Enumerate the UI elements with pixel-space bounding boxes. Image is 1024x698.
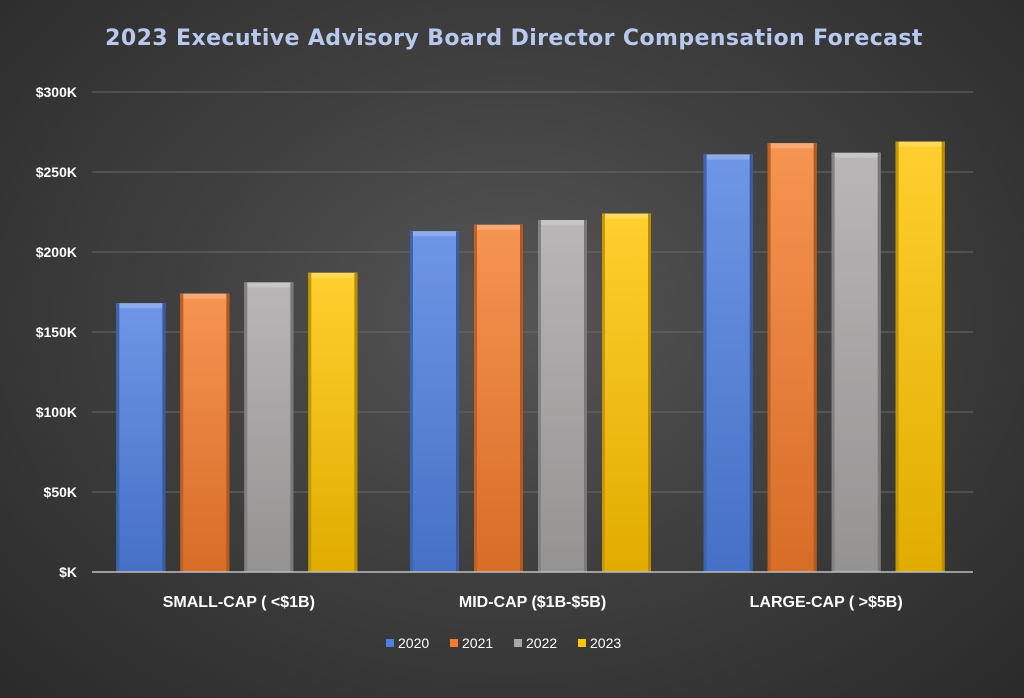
- bar-body: [410, 231, 459, 572]
- y-tick-label: $150K: [36, 324, 77, 340]
- bar-left-bevel: [116, 303, 120, 572]
- x-axis-category-labels: SMALL-CAP ( <$1B) MID-CAP ($1B-$5B) LARGE-…: [163, 594, 903, 611]
- y-tick-label: $250K: [36, 164, 77, 180]
- bar-2022: [538, 220, 587, 572]
- y-tick-label: $100K: [36, 404, 77, 420]
- bar-left-bevel: [831, 152, 835, 573]
- legend-item-2021: 2021: [450, 635, 493, 651]
- bar-right-bevel: [456, 231, 459, 572]
- bar-right-bevel: [813, 143, 817, 572]
- bar-2023: [602, 213, 651, 572]
- bar-left-bevel: [474, 224, 477, 573]
- bar-2021: [180, 293, 230, 572]
- legend-swatch: [450, 639, 458, 647]
- bar-body: [474, 224, 523, 573]
- bar-top-bevel: [703, 154, 753, 160]
- bar-top-bevel: [180, 293, 230, 299]
- bar-2020: [410, 231, 459, 572]
- y-tick-label: $200K: [36, 244, 77, 260]
- bar-right-bevel: [648, 213, 651, 572]
- bar-top-bevel: [116, 303, 166, 309]
- bar-body: [116, 303, 166, 572]
- bar-right-bevel: [520, 224, 523, 573]
- legend-item-2022: 2022: [514, 635, 557, 651]
- legend-label: 2022: [526, 635, 557, 651]
- bar-top-bevel: [895, 141, 945, 147]
- bar-right-bevel: [941, 141, 945, 572]
- bar-right-bevel: [877, 152, 881, 573]
- legend-item-2020: 2020: [386, 635, 429, 651]
- x-category-label: SMALL-CAP ( <$1B): [163, 594, 315, 611]
- bar-left-bevel: [308, 272, 312, 572]
- legend-item-2023: 2023: [578, 635, 621, 651]
- x-category-label: MID-CAP ($1B-$5B): [459, 594, 606, 611]
- bar-2023: [308, 272, 358, 572]
- x-category-label: LARGE-CAP ( >$5B): [750, 594, 903, 611]
- bar-body: [308, 272, 358, 572]
- bar-body: [538, 220, 587, 572]
- legend-label: 2023: [590, 635, 621, 651]
- bar-body: [244, 282, 294, 572]
- y-tick-label: $K: [59, 564, 77, 580]
- legend-swatch: [578, 639, 586, 647]
- bar-top-bevel: [410, 231, 459, 237]
- bar-right-bevel: [290, 282, 294, 572]
- bar-top-bevel: [831, 152, 881, 158]
- bars: [116, 141, 945, 573]
- y-tick-label: $300K: [36, 84, 77, 100]
- bar-left-bevel: [410, 231, 413, 572]
- bar-body: [767, 143, 817, 572]
- bar-left-bevel: [767, 143, 771, 572]
- bar-top-bevel: [474, 224, 523, 230]
- bar-body: [831, 152, 881, 573]
- bar-left-bevel: [703, 154, 707, 572]
- y-axis-tick-labels: $K $50K $100K $150K $200K $250K $300K: [36, 84, 77, 580]
- bar-left-bevel: [895, 141, 899, 572]
- gridlines: [92, 91, 973, 493]
- bar-2020: [703, 154, 753, 572]
- chart-title: 2023 Executive Advisory Board Director C…: [105, 26, 923, 51]
- bar-2022: [831, 152, 881, 573]
- bar-2021: [767, 143, 817, 572]
- legend: 2020 2021 2022 2023: [386, 635, 621, 651]
- bar-top-bevel: [244, 282, 294, 288]
- bar-left-bevel: [602, 213, 605, 572]
- bar-top-bevel: [602, 213, 651, 219]
- bar-2022: [244, 282, 294, 572]
- bar-body: [703, 154, 753, 572]
- y-tick-label: $50K: [44, 484, 77, 500]
- bar-body: [602, 213, 651, 572]
- bar-left-bevel: [244, 282, 248, 572]
- legend-swatch: [386, 639, 394, 647]
- bar-top-bevel: [767, 143, 817, 149]
- bar-right-bevel: [749, 154, 753, 572]
- bar-body: [180, 293, 230, 572]
- bar-left-bevel: [538, 220, 541, 572]
- legend-label: 2020: [398, 635, 429, 651]
- bar-right-bevel: [226, 293, 230, 572]
- bar-top-bevel: [308, 272, 358, 278]
- bar-body: [895, 141, 945, 572]
- bar-top-bevel: [538, 220, 587, 225]
- legend-label: 2021: [462, 635, 493, 651]
- bar-right-bevel: [162, 303, 166, 572]
- bar-right-bevel: [354, 272, 358, 572]
- bar-2021: [474, 224, 523, 573]
- bar-2020: [116, 303, 166, 572]
- bar-right-bevel: [584, 220, 587, 572]
- bar-left-bevel: [180, 293, 184, 572]
- legend-swatch: [514, 639, 522, 647]
- bar-2023: [895, 141, 945, 572]
